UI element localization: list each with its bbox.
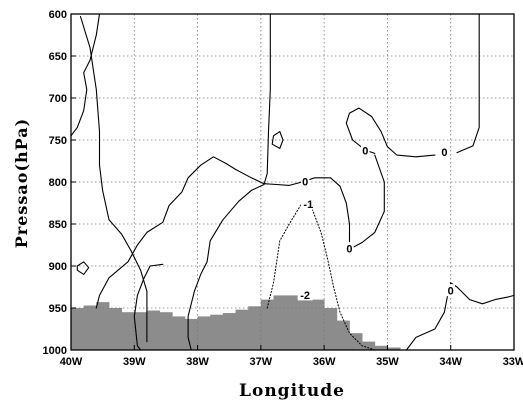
topography-column <box>324 308 338 350</box>
y-tick-label: 600 <box>49 9 67 21</box>
topography-column <box>121 312 135 350</box>
topography-column <box>159 312 173 350</box>
contour-line-zero <box>70 13 101 137</box>
x-tick-label: 39W <box>123 356 146 368</box>
topography-column <box>197 316 211 350</box>
x-tick-label: 35W <box>376 356 399 368</box>
x-tick-label: 40W <box>60 356 83 368</box>
topography-column <box>298 295 312 350</box>
topography-column <box>210 314 224 350</box>
contour-layer <box>70 13 515 351</box>
contour-label: -1 <box>303 199 313 211</box>
contour-line-zero <box>79 15 148 343</box>
topography-column <box>71 308 85 350</box>
x-axis-title: Longitude <box>239 381 345 401</box>
x-tick-label: 33W <box>503 356 523 368</box>
contour-label-layer: 0 0 0 0 0 -1 -2 <box>297 143 455 302</box>
topography-column <box>349 333 363 350</box>
topography-column <box>248 306 262 350</box>
contour-line-zero <box>187 183 265 351</box>
topography-column <box>336 320 350 350</box>
topography-layer <box>71 295 401 350</box>
contour-line-zero <box>345 107 436 158</box>
contour-line-negative <box>266 202 376 351</box>
topography-column <box>172 316 186 350</box>
x-tick-label: 34W <box>439 356 462 368</box>
topography-column <box>222 313 236 350</box>
contour-label-background <box>297 288 313 301</box>
y-tick-label: 1000 <box>43 345 67 357</box>
topography-column <box>273 295 287 350</box>
contour-label: 0 <box>346 244 352 256</box>
contour-line-zero <box>456 13 480 154</box>
topography-column <box>311 299 325 350</box>
y-tick-label: 650 <box>49 51 67 63</box>
contour-label: 0 <box>441 147 447 159</box>
contour-line-zero <box>348 154 385 250</box>
topography-column <box>134 312 148 350</box>
topography-column <box>260 299 274 350</box>
y-tick-label: 950 <box>49 303 67 315</box>
contour-label: 0 <box>448 286 454 298</box>
y-tick-label: 750 <box>49 135 67 147</box>
contour-label-background <box>361 143 370 156</box>
topography-column <box>83 305 97 350</box>
contour-label: 0 <box>302 177 308 189</box>
topography-column <box>108 308 123 350</box>
topography-column <box>235 309 249 350</box>
x-tick-label: 36W <box>313 356 336 368</box>
y-tick-layer: 600 650 700 750 800 850 900 950 1000 <box>43 9 76 357</box>
contour-label: 0 <box>362 145 368 157</box>
topography-column <box>184 318 198 350</box>
contour-line-zero <box>263 13 271 186</box>
x-tick-layer: 40W 39W 38W 37W 36W 35W 34W 33W <box>60 345 523 368</box>
contour-label-background <box>345 242 354 255</box>
topography-column <box>374 345 388 350</box>
y-tick-label: 900 <box>49 261 67 273</box>
contour-label-background <box>440 145 449 158</box>
y-tick-label: 800 <box>49 177 67 189</box>
contour-label-background <box>300 175 310 187</box>
contour-label: -2 <box>300 290 310 302</box>
topography-column <box>286 295 300 350</box>
topography-column <box>387 347 401 350</box>
y-tick-label: 850 <box>49 219 67 231</box>
topography-column <box>362 341 376 350</box>
contour-label-background <box>300 197 316 210</box>
x-tick-label: 38W <box>186 356 209 368</box>
y-axis-title: Pressao(hPa) <box>12 118 31 248</box>
topography-column <box>146 310 160 350</box>
contour-line-zero <box>271 131 284 149</box>
contour-line-zero <box>76 261 90 275</box>
contour-label-background <box>446 284 455 297</box>
y-tick-label: 700 <box>49 93 67 105</box>
x-tick-label: 37W <box>250 356 273 368</box>
topography-column <box>96 302 110 350</box>
contour-line-zero <box>133 263 164 351</box>
contour-line-zero <box>95 156 351 309</box>
